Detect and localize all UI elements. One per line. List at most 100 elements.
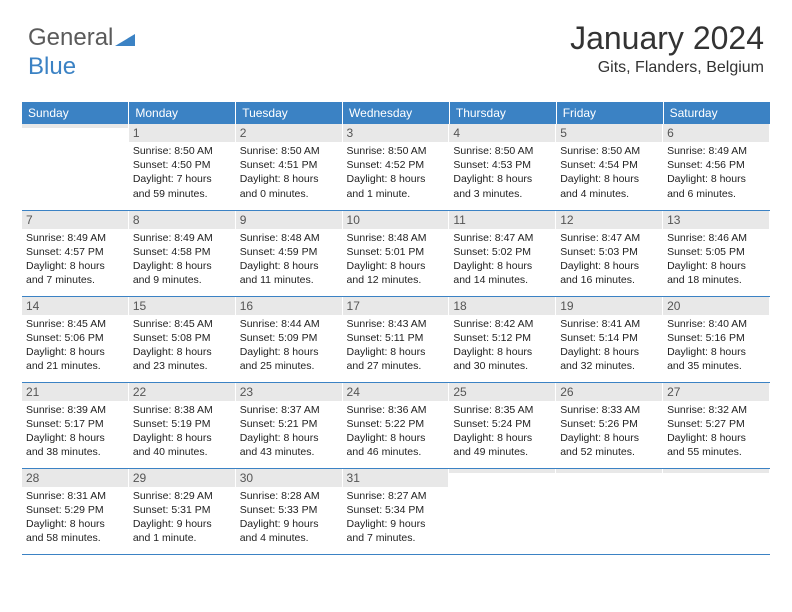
daylight-text: Daylight: 8 hours and 7 minutes. <box>26 259 125 287</box>
day-cell: 26Sunrise: 8:33 AMSunset: 5:26 PMDayligh… <box>556 382 663 468</box>
day-number: 7 <box>22 211 129 229</box>
daylight-text: Daylight: 8 hours and 46 minutes. <box>347 431 446 459</box>
sunrise-text: Sunrise: 8:33 AM <box>560 403 659 417</box>
day-cell: 25Sunrise: 8:35 AMSunset: 5:24 PMDayligh… <box>449 382 556 468</box>
daylight-text: Daylight: 8 hours and 12 minutes. <box>347 259 446 287</box>
sunset-text: Sunset: 5:08 PM <box>133 331 232 345</box>
day-number: 12 <box>556 211 663 229</box>
sunrise-text: Sunrise: 8:45 AM <box>26 317 125 331</box>
sunrise-text: Sunrise: 8:47 AM <box>453 231 552 245</box>
logo-text-general: General <box>28 24 113 51</box>
sunset-text: Sunset: 5:26 PM <box>560 417 659 431</box>
week-row: 21Sunrise: 8:39 AMSunset: 5:17 PMDayligh… <box>22 382 770 468</box>
sunrise-text: Sunrise: 8:44 AM <box>240 317 339 331</box>
day-body: Sunrise: 8:47 AMSunset: 5:03 PMDaylight:… <box>556 229 663 292</box>
day-body: Sunrise: 8:43 AMSunset: 5:11 PMDaylight:… <box>343 315 450 378</box>
daylight-text: Daylight: 9 hours and 4 minutes. <box>240 517 339 545</box>
daylight-text: Daylight: 8 hours and 40 minutes. <box>133 431 232 459</box>
day-number: 26 <box>556 383 663 401</box>
day-body: Sunrise: 8:40 AMSunset: 5:16 PMDaylight:… <box>663 315 770 378</box>
day-number: 29 <box>129 469 236 487</box>
day-number: 17 <box>343 297 450 315</box>
day-header: Wednesday <box>343 102 450 124</box>
day-body: Sunrise: 8:46 AMSunset: 5:05 PMDaylight:… <box>663 229 770 292</box>
sunrise-text: Sunrise: 8:29 AM <box>133 489 232 503</box>
day-header: Friday <box>556 102 663 124</box>
sunrise-text: Sunrise: 8:50 AM <box>453 144 552 158</box>
day-body: Sunrise: 8:28 AMSunset: 5:33 PMDaylight:… <box>236 487 343 550</box>
day-cell: 30Sunrise: 8:28 AMSunset: 5:33 PMDayligh… <box>236 468 343 554</box>
sunrise-text: Sunrise: 8:48 AM <box>240 231 339 245</box>
sunset-text: Sunset: 5:19 PM <box>133 417 232 431</box>
day-number: 13 <box>663 211 770 229</box>
sunset-text: Sunset: 4:50 PM <box>133 158 232 172</box>
day-cell <box>663 468 770 554</box>
daylight-text: Daylight: 8 hours and 43 minutes. <box>240 431 339 459</box>
sunset-text: Sunset: 5:22 PM <box>347 417 446 431</box>
daylight-text: Daylight: 8 hours and 9 minutes. <box>133 259 232 287</box>
sunset-text: Sunset: 5:16 PM <box>667 331 766 345</box>
sunset-text: Sunset: 5:05 PM <box>667 245 766 259</box>
sunset-text: Sunset: 5:11 PM <box>347 331 446 345</box>
day-cell: 19Sunrise: 8:41 AMSunset: 5:14 PMDayligh… <box>556 296 663 382</box>
sunrise-text: Sunrise: 8:39 AM <box>26 403 125 417</box>
day-body: Sunrise: 8:39 AMSunset: 5:17 PMDaylight:… <box>22 401 129 464</box>
week-row: 1Sunrise: 8:50 AMSunset: 4:50 PMDaylight… <box>22 124 770 210</box>
day-header: Sunday <box>22 102 129 124</box>
sunrise-text: Sunrise: 8:38 AM <box>133 403 232 417</box>
sunset-text: Sunset: 5:09 PM <box>240 331 339 345</box>
day-body: Sunrise: 8:35 AMSunset: 5:24 PMDaylight:… <box>449 401 556 464</box>
day-cell: 16Sunrise: 8:44 AMSunset: 5:09 PMDayligh… <box>236 296 343 382</box>
sunrise-text: Sunrise: 8:41 AM <box>560 317 659 331</box>
sunrise-text: Sunrise: 8:42 AM <box>453 317 552 331</box>
sunrise-text: Sunrise: 8:46 AM <box>667 231 766 245</box>
sunset-text: Sunset: 4:57 PM <box>26 245 125 259</box>
sunrise-text: Sunrise: 8:28 AM <box>240 489 339 503</box>
day-number: 15 <box>129 297 236 315</box>
daylight-text: Daylight: 8 hours and 32 minutes. <box>560 345 659 373</box>
day-body: Sunrise: 8:44 AMSunset: 5:09 PMDaylight:… <box>236 315 343 378</box>
day-body: Sunrise: 8:38 AMSunset: 5:19 PMDaylight:… <box>129 401 236 464</box>
day-number: 20 <box>663 297 770 315</box>
day-body: Sunrise: 8:49 AMSunset: 4:57 PMDaylight:… <box>22 229 129 292</box>
week-row: 28Sunrise: 8:31 AMSunset: 5:29 PMDayligh… <box>22 468 770 554</box>
day-body: Sunrise: 8:50 AMSunset: 4:51 PMDaylight:… <box>236 142 343 205</box>
daylight-text: Daylight: 8 hours and 14 minutes. <box>453 259 552 287</box>
week-row: 14Sunrise: 8:45 AMSunset: 5:06 PMDayligh… <box>22 296 770 382</box>
sunrise-text: Sunrise: 8:43 AM <box>347 317 446 331</box>
sunset-text: Sunset: 4:56 PM <box>667 158 766 172</box>
sunrise-text: Sunrise: 8:49 AM <box>133 231 232 245</box>
day-number: 9 <box>236 211 343 229</box>
sunrise-text: Sunrise: 8:49 AM <box>26 231 125 245</box>
month-title: January 2024 <box>570 20 764 57</box>
day-number: 31 <box>343 469 450 487</box>
day-body: Sunrise: 8:50 AMSunset: 4:50 PMDaylight:… <box>129 142 236 205</box>
calendar-table: Sunday Monday Tuesday Wednesday Thursday… <box>22 102 770 555</box>
day-body: Sunrise: 8:47 AMSunset: 5:02 PMDaylight:… <box>449 229 556 292</box>
day-number: 22 <box>129 383 236 401</box>
day-cell: 15Sunrise: 8:45 AMSunset: 5:08 PMDayligh… <box>129 296 236 382</box>
sunrise-text: Sunrise: 8:27 AM <box>347 489 446 503</box>
day-cell: 23Sunrise: 8:37 AMSunset: 5:21 PMDayligh… <box>236 382 343 468</box>
day-cell: 27Sunrise: 8:32 AMSunset: 5:27 PMDayligh… <box>663 382 770 468</box>
day-cell: 22Sunrise: 8:38 AMSunset: 5:19 PMDayligh… <box>129 382 236 468</box>
day-header-row: Sunday Monday Tuesday Wednesday Thursday… <box>22 102 770 124</box>
daylight-text: Daylight: 8 hours and 49 minutes. <box>453 431 552 459</box>
day-body: Sunrise: 8:45 AMSunset: 5:06 PMDaylight:… <box>22 315 129 378</box>
sunset-text: Sunset: 5:14 PM <box>560 331 659 345</box>
day-number: 8 <box>129 211 236 229</box>
sunrise-text: Sunrise: 8:48 AM <box>347 231 446 245</box>
sunrise-text: Sunrise: 8:50 AM <box>133 144 232 158</box>
week-row: 7Sunrise: 8:49 AMSunset: 4:57 PMDaylight… <box>22 210 770 296</box>
day-cell <box>22 124 129 210</box>
day-body: Sunrise: 8:49 AMSunset: 4:58 PMDaylight:… <box>129 229 236 292</box>
day-body <box>556 473 663 479</box>
day-number: 4 <box>449 124 556 142</box>
daylight-text: Daylight: 8 hours and 58 minutes. <box>26 517 125 545</box>
day-cell <box>449 468 556 554</box>
header: January 2024 Gits, Flanders, Belgium <box>570 20 764 77</box>
day-number: 25 <box>449 383 556 401</box>
day-cell: 11Sunrise: 8:47 AMSunset: 5:02 PMDayligh… <box>449 210 556 296</box>
sunrise-text: Sunrise: 8:50 AM <box>347 144 446 158</box>
sunset-text: Sunset: 5:31 PM <box>133 503 232 517</box>
